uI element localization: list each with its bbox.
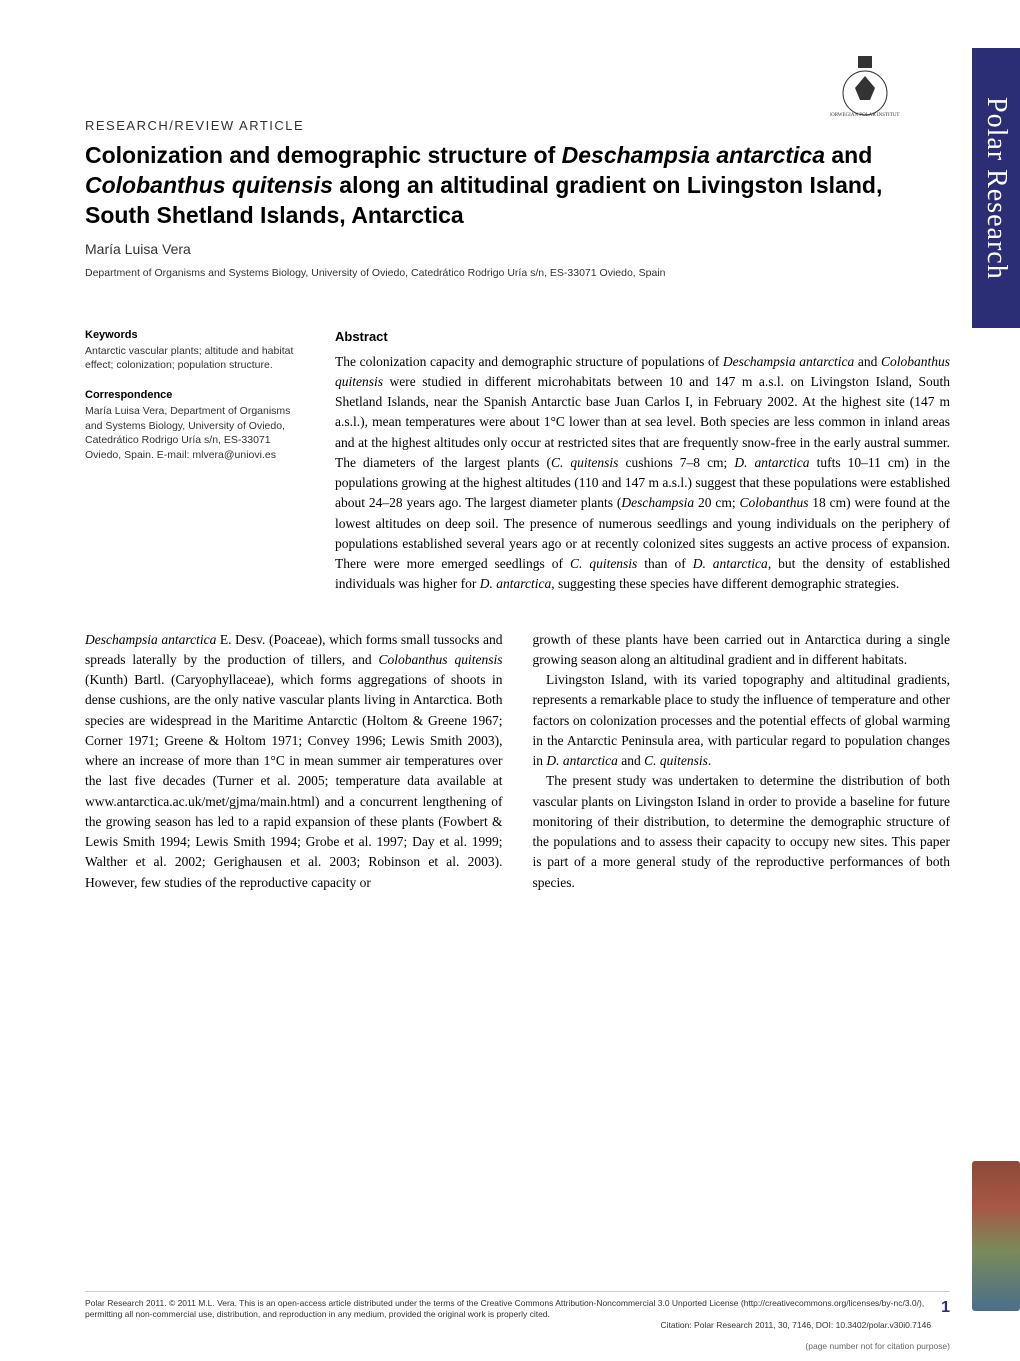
journal-name: Polar Research — [980, 97, 1012, 280]
citation-note: (page number not for citation purpose) — [805, 1341, 950, 1351]
body-columns: Deschampsia antarctica E. Desv. (Poaceae… — [85, 630, 950, 893]
body-column-left: Deschampsia antarctica E. Desv. (Poaceae… — [85, 630, 503, 893]
journal-name-tab: Polar Research — [972, 48, 1020, 328]
body-column-right: growth of these plants have been carried… — [533, 630, 951, 893]
title-species1: Deschampsia antarctica — [562, 142, 825, 168]
metadata-abstract-row: Keywords Antarctic vascular plants; alti… — [85, 329, 950, 595]
body-paragraph: The present study was undertaken to dete… — [533, 771, 951, 893]
citation-text: Citation: Polar Research 2011, 30, 7146,… — [85, 1320, 931, 1331]
body-paragraph: Livingston Island, with its varied topog… — [533, 670, 951, 771]
svg-text:NORWEGIAN POLAR INSTITUTE: NORWEGIAN POLAR INSTITUTE — [830, 113, 900, 118]
body-paragraph: Deschampsia antarctica E. Desv. (Poaceae… — [85, 630, 503, 893]
institute-logo: NORWEGIAN POLAR INSTITUTE — [830, 48, 900, 118]
metadata-sidebar: Keywords Antarctic vascular plants; alti… — [85, 329, 305, 595]
abstract-text: The colonization capacity and demographi… — [335, 352, 950, 595]
correspondence-heading: Correspondence — [85, 389, 305, 401]
page-footer: Polar Research 2011. © 2011 M.L. Vera. T… — [85, 1291, 950, 1331]
keywords-text: Antarctic vascular plants; altitude and … — [85, 344, 305, 373]
body-paragraph: growth of these plants have been carried… — [533, 630, 951, 671]
author-affiliation: Department of Organisms and Systems Biol… — [85, 267, 950, 279]
title-species2: Colobanthus quitensis — [85, 172, 333, 198]
license-text: Polar Research 2011. © 2011 M.L. Vera. T… — [85, 1298, 924, 1319]
decorative-image — [972, 1161, 1020, 1311]
author-name: María Luisa Vera — [85, 241, 950, 257]
article-title: Colonization and demographic structure o… — [85, 141, 950, 231]
correspondence-text: María Luisa Vera, Department of Organism… — [85, 404, 305, 463]
footer-content: Polar Research 2011. © 2011 M.L. Vera. T… — [85, 1298, 950, 1331]
footer-license-text: Polar Research 2011. © 2011 M.L. Vera. T… — [85, 1298, 931, 1331]
article-type: RESEARCH/REVIEW ARTICLE — [85, 118, 950, 133]
abstract-heading: Abstract — [335, 329, 950, 344]
title-part2: and — [825, 142, 872, 168]
page-container: NORWEGIAN POLAR INSTITUTE Polar Research… — [0, 0, 1020, 1361]
page-number: 1 — [941, 1298, 950, 1319]
keywords-heading: Keywords — [85, 329, 305, 341]
title-part1: Colonization and demographic structure o… — [85, 142, 562, 168]
abstract-column: Abstract The colonization capacity and d… — [335, 329, 950, 595]
